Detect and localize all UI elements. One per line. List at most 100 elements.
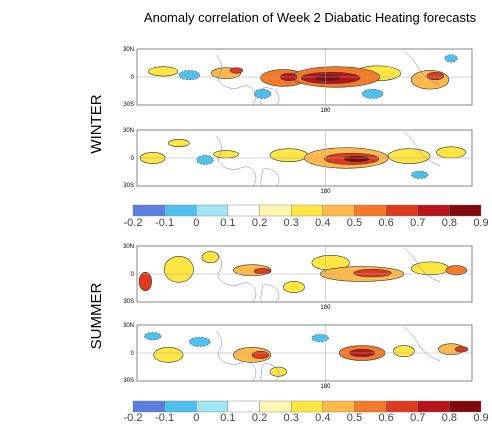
- correlation-blob: [144, 332, 162, 341]
- y-tick-label: 30S: [123, 299, 134, 305]
- colorbar-swatch: [227, 400, 260, 413]
- correlation-blob: [314, 74, 341, 82]
- colorbar-swatch: [259, 204, 292, 217]
- colorbar-swatch: [196, 400, 229, 413]
- y-tick-label: 30N: [123, 47, 134, 53]
- colorbar-tick-label: 0.7: [410, 412, 425, 424]
- coastline: [260, 363, 280, 381]
- correlation-blob: [387, 148, 431, 164]
- colorbar-tick-label: 0.7: [410, 217, 425, 229]
- correlation-blob: [253, 268, 272, 275]
- correlation-blob: [283, 281, 305, 293]
- colorbar-tick-label: 0.9: [473, 412, 488, 424]
- map-frame: [136, 48, 473, 106]
- correlation-blob: [436, 146, 467, 159]
- coastline: [216, 330, 257, 381]
- colorbar-swatch: [417, 204, 450, 217]
- coastline: [403, 50, 441, 86]
- map-frame: [136, 245, 473, 303]
- colorbar-swatch: [385, 400, 418, 413]
- coastline: [260, 87, 280, 105]
- colorbar-swatch: [290, 204, 324, 217]
- colorbar-tick-label: 0.1: [220, 412, 235, 424]
- colorbar-swatch: [164, 400, 197, 413]
- y-tick-label: 30N: [123, 128, 134, 134]
- map-panel-1: 30N 0 30S 180: [123, 47, 473, 114]
- coastlines: [216, 131, 441, 186]
- y-tick-label: 0: [131, 272, 135, 278]
- correlation-blob: [168, 139, 190, 148]
- coastline: [216, 135, 257, 186]
- correlation-blob: [445, 265, 468, 276]
- correlation-blob: [343, 155, 370, 163]
- coastline: [403, 326, 441, 362]
- figure-title: Anomaly correlation of Week 2 Diabatic H…: [144, 10, 477, 25]
- correlation-blob: [410, 261, 450, 276]
- correlation-blob: [138, 271, 152, 292]
- correlation-field: [144, 326, 469, 381]
- map-frame: [136, 324, 473, 382]
- map-panels: 30N 0 30S 180 30N 0 30S 180 30N 0 30S 180 30N 0 30S 180: [123, 47, 473, 390]
- colorbar-tick-label: -0.1: [155, 217, 174, 229]
- map-panel-3: 30N 0 30S 180: [123, 244, 473, 311]
- colorbar-tick-label: 0.2: [252, 217, 267, 229]
- correlation-blob: [353, 269, 392, 278]
- correlation-blob: [269, 148, 308, 163]
- colorbar-swatch: [196, 204, 229, 217]
- correlation-blob: [213, 150, 239, 159]
- colorbar-swatch: [132, 400, 165, 413]
- colorbar-tick-label: 0.4: [315, 412, 330, 424]
- coastlines: [216, 50, 441, 105]
- colorbar-tick-label: 0.5: [347, 412, 362, 424]
- colorbar-tick-label: -0.2: [124, 412, 143, 424]
- correlation-blob: [189, 336, 211, 347]
- correlation-blob: [410, 170, 429, 179]
- x-tick-label: 180: [320, 384, 331, 390]
- coastlines: [216, 247, 441, 302]
- colorbar-1: -0.2 -0.1 0 0.1 0.2 0.3 0.4 0.5 0.6 0.7 0.8 0.9: [124, 204, 489, 229]
- correlation-field: [138, 247, 468, 302]
- colorbar-tick-label: 0.3: [284, 412, 299, 424]
- colorbar-swatch: [259, 400, 292, 413]
- y-tick-label: 30N: [123, 323, 134, 329]
- y-tick-label: 0: [131, 75, 135, 81]
- colorbar-swatch: [449, 400, 482, 413]
- correlation-field: [148, 50, 458, 105]
- coastline: [260, 168, 280, 186]
- colorbar-swatch: [322, 204, 355, 217]
- colorbar-swatch: [164, 204, 197, 217]
- correlation-blob: [196, 154, 214, 165]
- colorbar-tick-label: 0.9: [473, 217, 488, 229]
- map-frame: [136, 129, 473, 187]
- colorbar-swatch: [227, 204, 260, 217]
- correlation-blob: [269, 366, 288, 377]
- correlation-blob: [454, 346, 469, 353]
- correlation-blob: [229, 67, 244, 74]
- correlation-blob: [148, 66, 179, 77]
- colorbar-tick-label: -0.1: [155, 412, 174, 424]
- colorbar-swatch: [290, 400, 324, 413]
- colorbar-swatch: [417, 400, 450, 413]
- colorbar-tick-label: 0.8: [442, 217, 457, 229]
- correlation-blob: [426, 72, 445, 81]
- colorbar-swatch: [354, 400, 387, 413]
- correlation-blob: [163, 255, 194, 283]
- y-tick-label: 30S: [123, 102, 134, 108]
- correlation-blob: [361, 88, 384, 99]
- colorbar-swatch: [132, 204, 165, 217]
- y-tick-label: 30N: [123, 244, 134, 250]
- x-tick-label: 180: [320, 305, 331, 311]
- colorbar-tick-label: 0.8: [442, 412, 457, 424]
- coastline: [216, 54, 257, 105]
- colorbar-tick-label: 0.3: [284, 217, 299, 229]
- y-tick-label: 30S: [123, 183, 134, 189]
- map-panel-4: 30N 0 30S 180: [123, 323, 473, 390]
- correlation-blob: [444, 54, 458, 63]
- correlation-blob: [253, 88, 272, 99]
- correlation-blob: [153, 347, 184, 363]
- colorbar-tick-label: 0: [193, 217, 199, 229]
- correlation-blob: [178, 70, 201, 81]
- colorbar-swatch: [322, 400, 355, 413]
- correlation-blob: [201, 251, 219, 264]
